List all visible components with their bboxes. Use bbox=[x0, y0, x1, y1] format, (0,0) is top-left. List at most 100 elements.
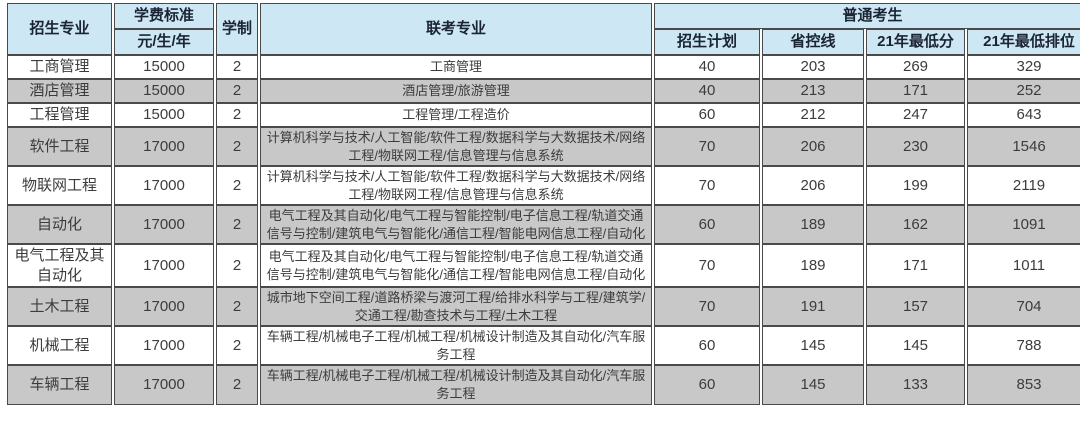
cell-joint-majors: 工商管理 bbox=[260, 55, 652, 79]
cell-fee: 17000 bbox=[114, 244, 214, 288]
table-row: 工程管理 15000 2 工程管理/工程造价 60 212 247 643 bbox=[7, 103, 1080, 127]
table-row: 工商管理 15000 2 工商管理 40 203 269 329 bbox=[7, 55, 1080, 79]
cell-major: 自动化 bbox=[7, 205, 112, 245]
cell-min-rank: 788 bbox=[967, 326, 1080, 366]
cell-major: 土木工程 bbox=[7, 287, 112, 327]
cell-min-rank: 1011 bbox=[967, 244, 1080, 288]
table-body: 工商管理 15000 2 工商管理 40 203 269 329 酒店管理 15000 2 酒店管理/… bbox=[7, 55, 1080, 405]
cell-province-line: 191 bbox=[762, 287, 864, 327]
cell-years: 2 bbox=[216, 55, 258, 79]
cell-years: 2 bbox=[216, 326, 258, 366]
cell-min-score: 133 bbox=[866, 365, 965, 405]
cell-fee: 17000 bbox=[114, 166, 214, 206]
header-fee-title: 学费标准 bbox=[114, 3, 214, 29]
cell-min-score: 162 bbox=[866, 205, 965, 245]
cell-joint-majors: 车辆工程/机械电子工程/机械工程/机械设计制造及其自动化/汽车服务工程 bbox=[260, 326, 652, 366]
cell-province-line: 212 bbox=[762, 103, 864, 127]
cell-years: 2 bbox=[216, 287, 258, 327]
cell-plan: 60 bbox=[654, 103, 760, 127]
header-province-line: 省控线 bbox=[762, 29, 864, 55]
cell-province-line: 145 bbox=[762, 365, 864, 405]
cell-joint-majors: 计算机科学与技术/人工智能/软件工程/数据科学与大数据技术/网络工程/物联网工程… bbox=[260, 127, 652, 167]
cell-fee: 17000 bbox=[114, 127, 214, 167]
header-group-general-candidates: 普通考生 bbox=[654, 3, 1080, 29]
table-row: 土木工程 17000 2 城市地下空间工程/道路桥梁与渡河工程/给排水科学与工程/建筑… bbox=[7, 287, 1080, 327]
cell-min-score: 145 bbox=[866, 326, 965, 366]
cell-province-line: 206 bbox=[762, 166, 864, 206]
cell-fee: 17000 bbox=[114, 365, 214, 405]
cell-years: 2 bbox=[216, 365, 258, 405]
cell-major: 软件工程 bbox=[7, 127, 112, 167]
cell-plan: 70 bbox=[654, 127, 760, 167]
cell-plan: 60 bbox=[654, 205, 760, 245]
cell-fee: 15000 bbox=[114, 55, 214, 79]
cell-fee: 17000 bbox=[114, 287, 214, 327]
header-plan: 招生计划 bbox=[654, 29, 760, 55]
cell-min-rank: 1091 bbox=[967, 205, 1080, 245]
cell-major: 酒店管理 bbox=[7, 79, 112, 103]
cell-plan: 40 bbox=[654, 79, 760, 103]
cell-min-rank: 1546 bbox=[967, 127, 1080, 167]
cell-years: 2 bbox=[216, 244, 258, 288]
cell-major: 工程管理 bbox=[7, 103, 112, 127]
cell-plan: 70 bbox=[654, 287, 760, 327]
header-row-sub: 元/生/年 招生计划 省控线 21年最低分 21年最低排位 bbox=[7, 29, 1080, 55]
table-header: 招生专业 学费标准 学制 联考专业 普通考生 元/生/年 招生计划 省控线 21… bbox=[7, 3, 1080, 55]
table-row: 自动化 17000 2 电气工程及其自动化/电气工程与智能控制/电子信息工程/轨道交通… bbox=[7, 205, 1080, 245]
table-row: 车辆工程 17000 2 车辆工程/机械电子工程/机械工程/机械设计制造及其自动化/汽… bbox=[7, 365, 1080, 405]
cell-min-score: 230 bbox=[866, 127, 965, 167]
cell-years: 2 bbox=[216, 127, 258, 167]
cell-min-rank: 2119 bbox=[967, 166, 1080, 206]
cell-joint-majors: 计算机科学与技术/人工智能/软件工程/数据科学与大数据技术/网络工程/物联网工程… bbox=[260, 166, 652, 206]
cell-major: 电气工程及其自动化 bbox=[7, 244, 112, 288]
cell-province-line: 206 bbox=[762, 127, 864, 167]
cell-min-rank: 329 bbox=[967, 55, 1080, 79]
header-min-rank-21: 21年最低排位 bbox=[967, 29, 1080, 55]
cell-years: 2 bbox=[216, 79, 258, 103]
cell-min-rank: 704 bbox=[967, 287, 1080, 327]
cell-plan: 70 bbox=[654, 244, 760, 288]
cell-min-rank: 643 bbox=[967, 103, 1080, 127]
cell-min-score: 269 bbox=[866, 55, 965, 79]
cell-province-line: 213 bbox=[762, 79, 864, 103]
cell-major: 物联网工程 bbox=[7, 166, 112, 206]
table-row: 机械工程 17000 2 车辆工程/机械电子工程/机械工程/机械设计制造及其自动化/汽… bbox=[7, 326, 1080, 366]
cell-province-line: 189 bbox=[762, 205, 864, 245]
cell-province-line: 189 bbox=[762, 244, 864, 288]
table-row: 酒店管理 15000 2 酒店管理/旅游管理 40 213 171 252 bbox=[7, 79, 1080, 103]
cell-joint-majors: 电气工程及其自动化/电气工程与智能控制/电子信息工程/轨道交通信号与控制/建筑电… bbox=[260, 205, 652, 245]
cell-plan: 60 bbox=[654, 326, 760, 366]
table-row: 物联网工程 17000 2 计算机科学与技术/人工智能/软件工程/数据科学与大数据技术… bbox=[7, 166, 1080, 206]
cell-joint-majors: 车辆工程/机械电子工程/机械工程/机械设计制造及其自动化/汽车服务工程 bbox=[260, 365, 652, 405]
cell-joint-majors: 城市地下空间工程/道路桥梁与渡河工程/给排水科学与工程/建筑学/交通工程/勘查技… bbox=[260, 287, 652, 327]
cell-joint-majors: 电气工程及其自动化/电气工程与智能控制/电子信息工程/轨道交通信号与控制/建筑电… bbox=[260, 244, 652, 288]
cell-province-line: 203 bbox=[762, 55, 864, 79]
cell-fee: 17000 bbox=[114, 326, 214, 366]
header-row-top: 招生专业 学费标准 学制 联考专业 普通考生 bbox=[7, 3, 1080, 55]
table-row: 软件工程 17000 2 计算机科学与技术/人工智能/软件工程/数据科学与大数据技术/… bbox=[7, 127, 1080, 167]
header-fee-unit: 元/生/年 bbox=[114, 29, 214, 55]
admissions-table: 招生专业 学费标准 学制 联考专业 普通考生 元/生/年 招生计划 省控线 21… bbox=[5, 3, 1080, 405]
cell-plan: 40 bbox=[654, 55, 760, 79]
cell-min-score: 171 bbox=[866, 79, 965, 103]
cell-joint-majors: 工程管理/工程造价 bbox=[260, 103, 652, 127]
cell-min-score: 199 bbox=[866, 166, 965, 206]
cell-province-line: 145 bbox=[762, 326, 864, 366]
cell-major: 车辆工程 bbox=[7, 365, 112, 405]
cell-joint-majors: 酒店管理/旅游管理 bbox=[260, 79, 652, 103]
cell-plan: 60 bbox=[654, 365, 760, 405]
cell-min-rank: 252 bbox=[967, 79, 1080, 103]
cell-major: 工商管理 bbox=[7, 55, 112, 79]
cell-min-rank: 853 bbox=[967, 365, 1080, 405]
cell-fee: 15000 bbox=[114, 79, 214, 103]
cell-years: 2 bbox=[216, 205, 258, 245]
header-major: 招生专业 bbox=[7, 3, 112, 55]
cell-major: 机械工程 bbox=[7, 326, 112, 366]
cell-years: 2 bbox=[216, 103, 258, 127]
cell-min-score: 157 bbox=[866, 287, 965, 327]
table-row: 电气工程及其自动化 17000 2 电气工程及其自动化/电气工程与智能控制/电子信息工… bbox=[7, 244, 1080, 288]
cell-fee: 17000 bbox=[114, 205, 214, 245]
header-joint: 联考专业 bbox=[260, 3, 652, 55]
cell-years: 2 bbox=[216, 166, 258, 206]
